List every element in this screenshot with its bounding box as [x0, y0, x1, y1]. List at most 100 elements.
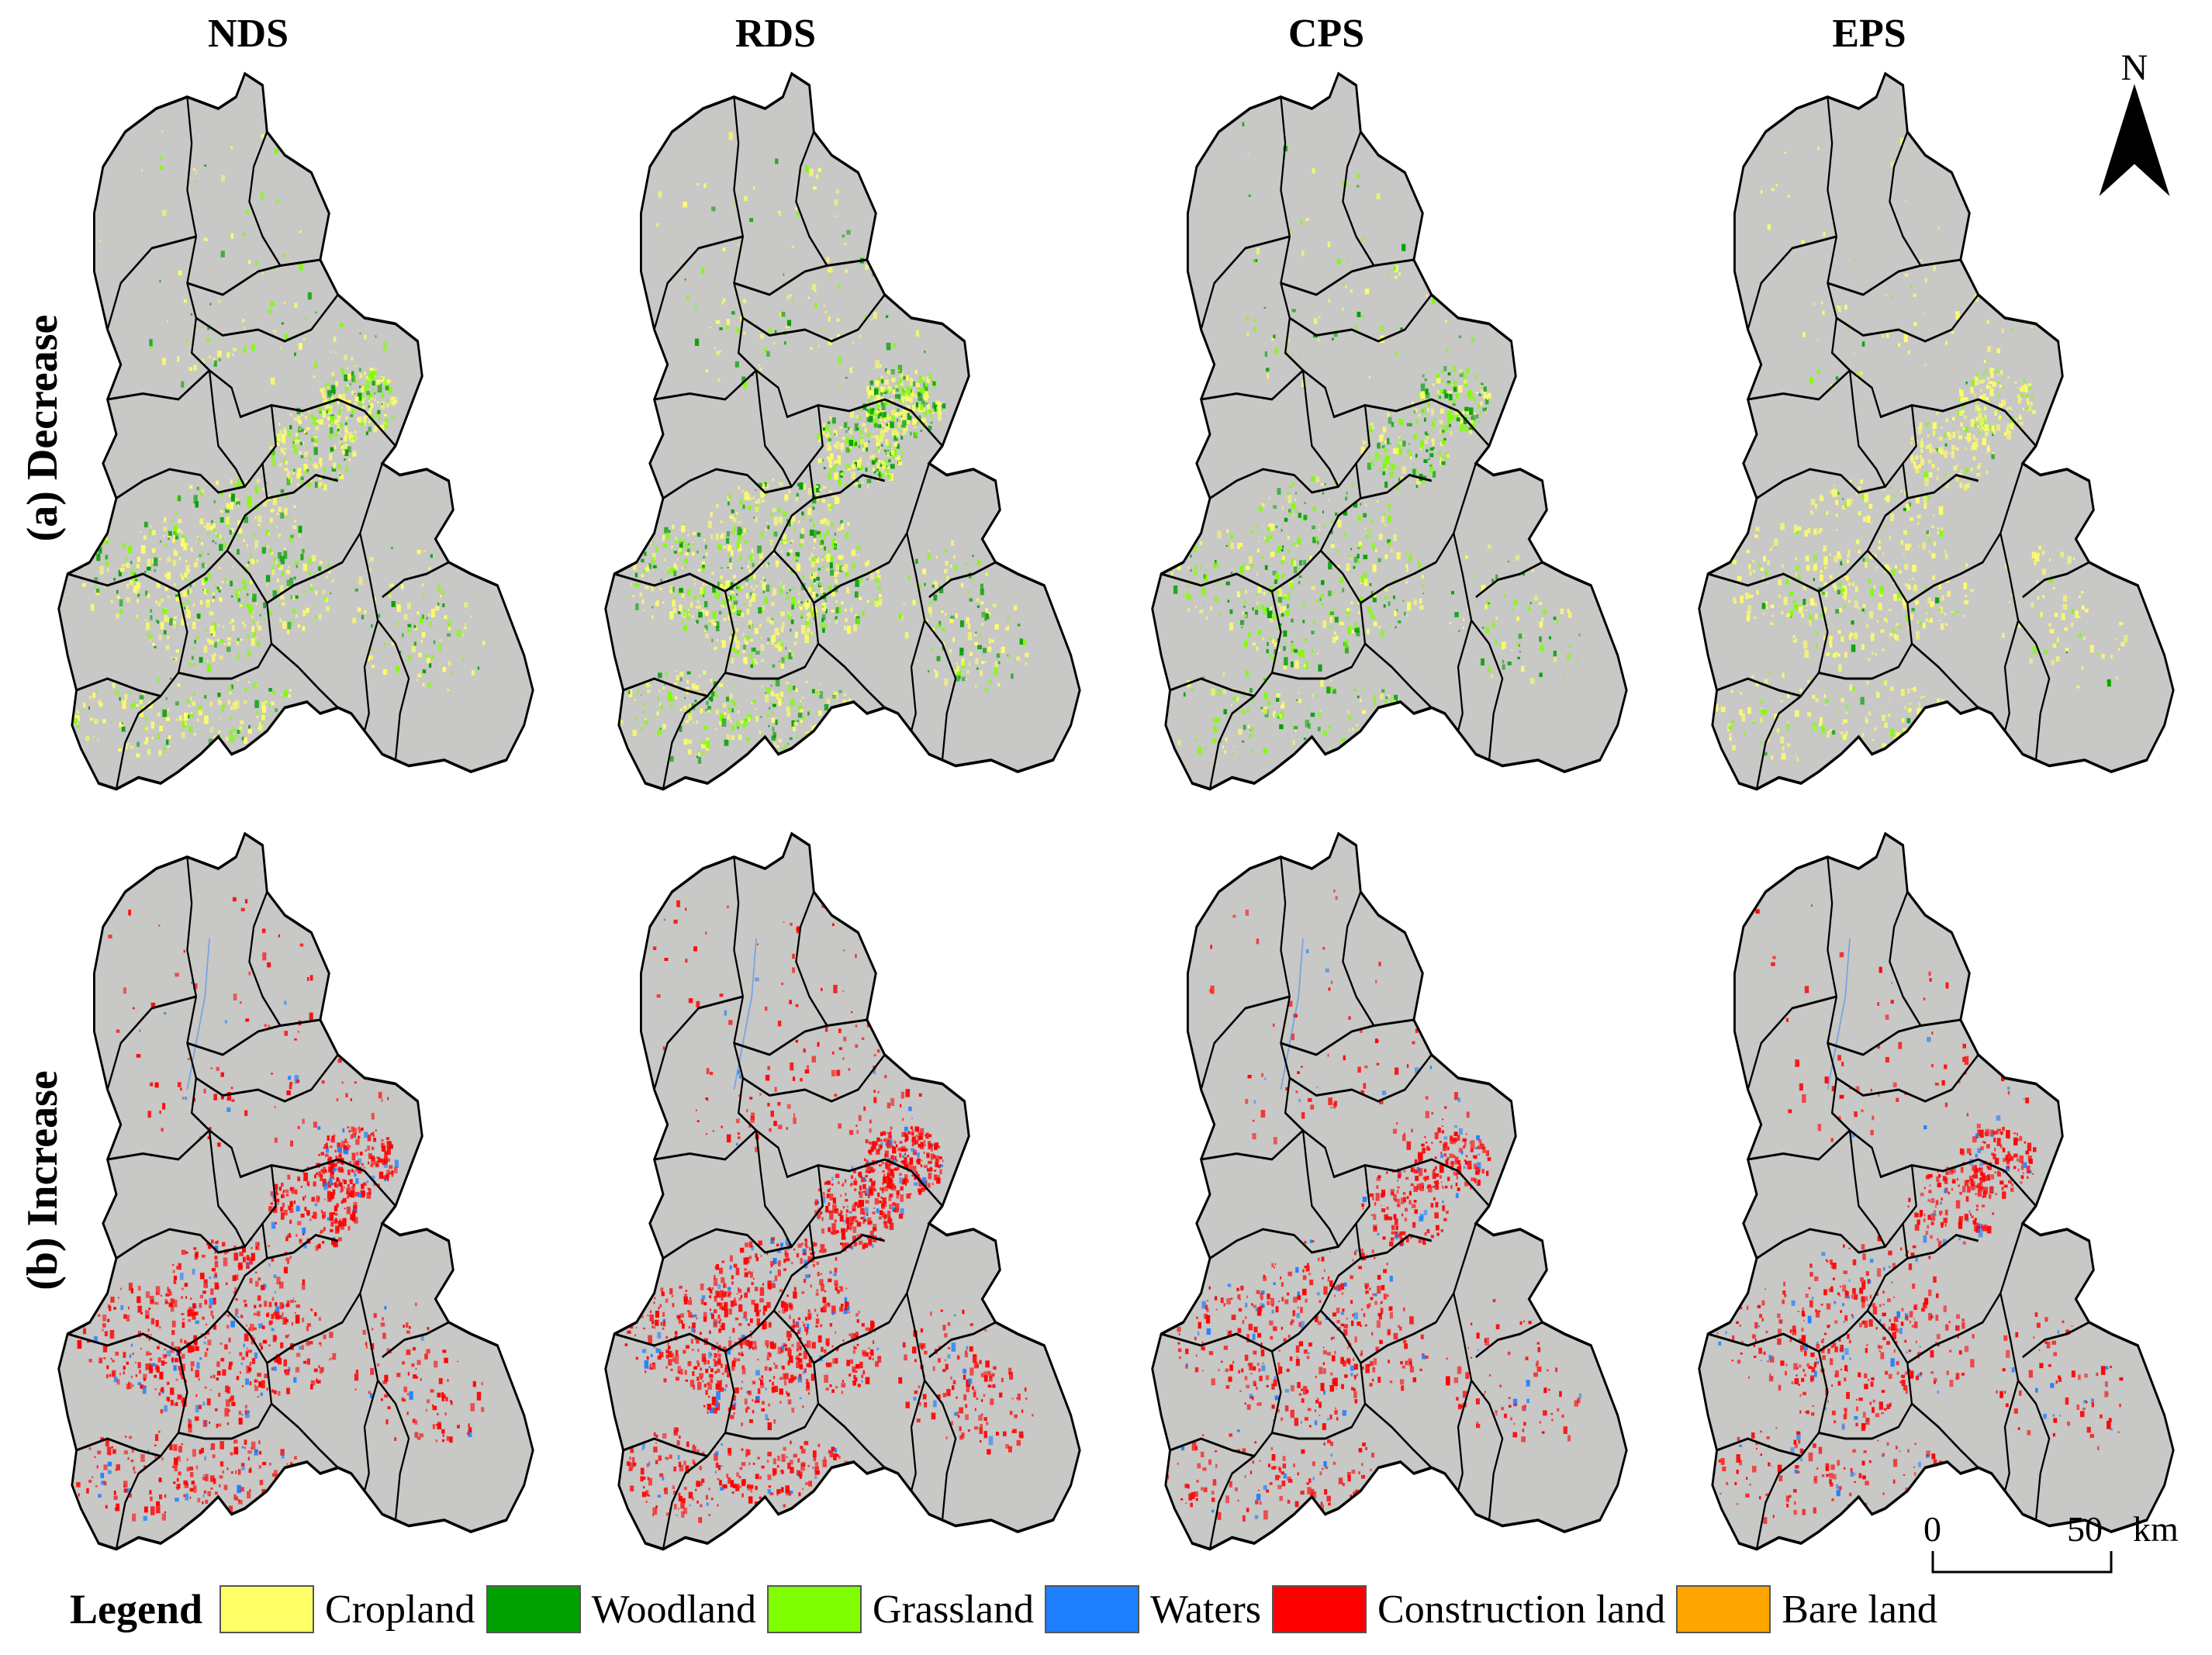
scale-unit: km [2133, 1509, 2179, 1549]
district-boundary [1716, 677, 1802, 697]
district-boundary [623, 677, 708, 697]
district-boundary [1756, 462, 1904, 499]
column-title-rds: RDS [734, 12, 817, 56]
district-boundary [1827, 1024, 1921, 1056]
district-boundary [653, 995, 744, 1090]
district-boundary [186, 856, 210, 1132]
map-panel-increase-rds [601, 822, 1097, 1567]
district-boundary [1360, 462, 1477, 604]
map-svg [1151, 831, 1628, 1551]
study-area-outline [604, 831, 1081, 1551]
district-boundary [1747, 235, 1837, 330]
district-boundary [613, 1233, 885, 1353]
study-area-outline [57, 831, 534, 1551]
study-area-outline [57, 71, 534, 791]
district-boundary [106, 995, 197, 1090]
north-arrow: N [2088, 47, 2181, 225]
district-boundary [1280, 96, 1304, 371]
district-boundary [808, 405, 824, 499]
study-area-basemap [605, 834, 1080, 1550]
district-boundary [808, 1165, 824, 1259]
legend-swatch [1676, 1585, 1771, 1633]
district-boundary [1747, 1128, 2037, 1208]
district-boundary [662, 1351, 735, 1550]
district-boundary [733, 96, 757, 371]
district-boundary [906, 1293, 926, 1491]
study-area-outline [1698, 831, 2175, 1551]
district-boundary [662, 591, 735, 789]
district-boundary [1355, 1165, 1370, 1259]
map-panel-increase-nds [54, 822, 551, 1567]
legend-label: Bare land [1782, 1587, 1937, 1632]
district-boundary [377, 619, 410, 761]
district-boundary [187, 1024, 281, 1056]
district-boundary [208, 1130, 246, 1248]
legend-item-construction-land: Construction land [1272, 1585, 1665, 1633]
district-boundary [817, 1402, 886, 1469]
district-boundary [195, 293, 339, 343]
district-boundary [382, 1321, 449, 1359]
study-area-outline [604, 71, 1081, 791]
district-boundary [1889, 891, 1961, 1028]
district-boundary [1911, 1402, 1979, 1469]
district-boundary [928, 1321, 996, 1359]
district-boundary [261, 405, 277, 499]
district-boundary [1471, 1379, 1504, 1521]
district-boundary [1201, 1128, 1490, 1208]
district-boundary [106, 235, 197, 330]
land-change-pixels [620, 132, 1029, 764]
north-arrow-icon [2099, 84, 2170, 196]
district-boundary [924, 619, 957, 761]
district-boundary [1999, 533, 2020, 731]
district-boundary [2017, 619, 2051, 761]
district-boundary [1902, 405, 1917, 499]
district-boundary [817, 642, 886, 709]
district-boundary [178, 1309, 273, 1440]
study-area-outline [1151, 71, 1628, 791]
district-boundary [1747, 995, 1837, 1090]
map-panel-increase-cps [1148, 822, 1644, 1567]
legend-item-woodland: Woodland [486, 1585, 756, 1633]
column-title-cps: CPS [1287, 12, 1365, 56]
column-title-nds: NDS [207, 12, 289, 56]
study-area-basemap [605, 74, 1080, 789]
district-boundary [271, 1402, 339, 1469]
district-boundary [1170, 677, 1255, 697]
district-boundary [248, 891, 320, 1028]
district-boundary [1848, 1130, 1886, 1248]
district-boundary [1747, 368, 2037, 447]
district-boundary [1342, 131, 1414, 268]
map-svg [604, 71, 1081, 791]
district-boundary [653, 235, 744, 330]
study-area-basemap [1152, 834, 1627, 1550]
district-boundary [724, 549, 820, 680]
district-boundary [1453, 1293, 1473, 1491]
district-boundary [1911, 642, 1979, 709]
district-boundary [1827, 96, 1851, 371]
map-panel-decrease-eps [1695, 62, 2191, 807]
district-boundary [1906, 1222, 2024, 1364]
district-boundary [928, 561, 996, 599]
district-boundary [1475, 1321, 1543, 1359]
district-boundary [1355, 405, 1370, 499]
district-boundary [1301, 1130, 1339, 1248]
district-boundary [742, 293, 886, 343]
district-boundary [1848, 370, 1886, 488]
map-panel-increase-eps [1695, 822, 2191, 1567]
district-boundary [1902, 1165, 1917, 1259]
district-boundary [623, 1437, 708, 1457]
district-boundary [76, 1437, 161, 1457]
district-boundary [724, 1309, 820, 1440]
district-boundary [2022, 1321, 2089, 1359]
district-boundary [1716, 1437, 1802, 1457]
district-boundary [195, 1053, 339, 1103]
district-boundary [1201, 368, 1490, 447]
legend-swatch [1044, 1585, 1139, 1633]
district-boundary [1289, 1053, 1433, 1103]
land-change-pixels [624, 900, 1034, 1523]
district-boundary [1271, 549, 1367, 680]
map-svg [1698, 831, 2175, 1551]
district-boundary [906, 533, 926, 731]
district-boundary [1170, 1437, 1255, 1457]
legend-label: Cropland [325, 1587, 475, 1632]
